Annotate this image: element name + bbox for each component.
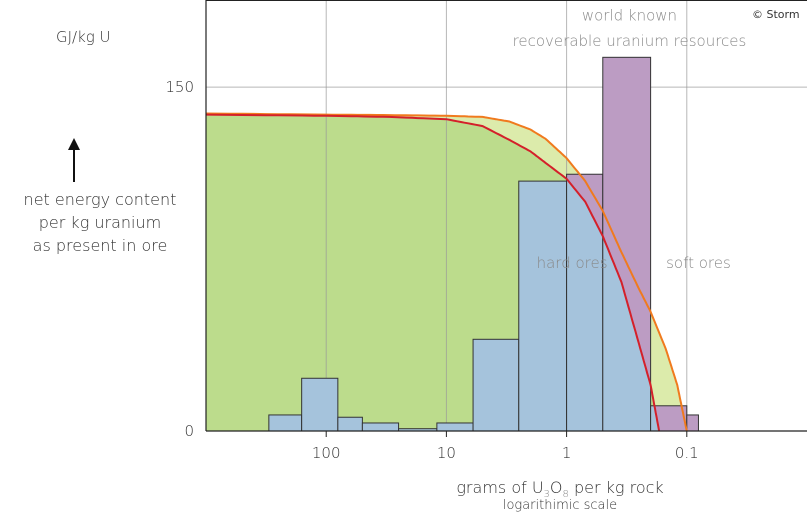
y-tick-label: 0 bbox=[184, 422, 194, 440]
copyright-notice: © Storm bbox=[752, 8, 800, 21]
annotation-label: hard ores bbox=[537, 254, 608, 272]
histogram-bar-overlap bbox=[602, 57, 651, 386]
x-tick-label: 1 bbox=[562, 444, 572, 462]
x-axis-label-text: O bbox=[549, 478, 563, 497]
curve-layer bbox=[205, 112, 688, 432]
histogram-bar bbox=[362, 422, 399, 431]
up-arrow-icon bbox=[68, 138, 80, 182]
x-axis-label-subscript: 3 bbox=[543, 489, 550, 501]
histogram-bar bbox=[337, 417, 363, 431]
x-axis-label-text: grams of U bbox=[456, 478, 544, 497]
tick-label-layer: 100 10 1 0.1 0 150 bbox=[165, 78, 698, 462]
x-axis-label-subscript: 8 bbox=[562, 489, 569, 501]
y-axis-label-line: per kg uranium bbox=[38, 213, 162, 232]
histogram-bar-overlap bbox=[650, 405, 687, 431]
soft-ores-curve bbox=[205, 112, 688, 432]
annotation-label: soft ores bbox=[666, 254, 731, 272]
histogram-layer bbox=[268, 56, 699, 432]
histogram-bar bbox=[436, 422, 474, 431]
histogram-bar bbox=[268, 414, 302, 431]
x-tick-label: 10 bbox=[437, 444, 456, 462]
x-tick-label: 100 bbox=[312, 444, 341, 462]
y-axis-label-line: as present in ore bbox=[32, 236, 168, 255]
histogram-bar bbox=[518, 181, 567, 431]
y-axis-label-line: net energy content bbox=[23, 190, 177, 209]
y-tick-label: 150 bbox=[165, 78, 194, 96]
y-axis-unit-label: GJ/kg U bbox=[56, 28, 111, 46]
annotation-label: recoverable uranium resources bbox=[513, 32, 747, 50]
axes-layer bbox=[205, 0, 807, 432]
y-axis-label: net energy content per kg uranium as pre… bbox=[0, 188, 200, 257]
x-axis-label: grams of U3O8 per kg rock bbox=[390, 478, 730, 500]
annotation-layer: world known recoverable uranium resources… bbox=[513, 7, 747, 273]
histogram-bar bbox=[398, 428, 437, 431]
histogram-bar bbox=[473, 339, 519, 431]
annotation-label: world known bbox=[582, 7, 677, 25]
histogram-bar-overlap bbox=[686, 414, 699, 431]
x-axis-label-text: per kg rock bbox=[568, 478, 664, 497]
histogram-bar bbox=[301, 378, 338, 431]
x-tick-label: 0.1 bbox=[675, 444, 699, 462]
x-axis-scale-note: logarithimic scale bbox=[502, 498, 618, 513]
hard-ores-curve bbox=[205, 113, 661, 432]
